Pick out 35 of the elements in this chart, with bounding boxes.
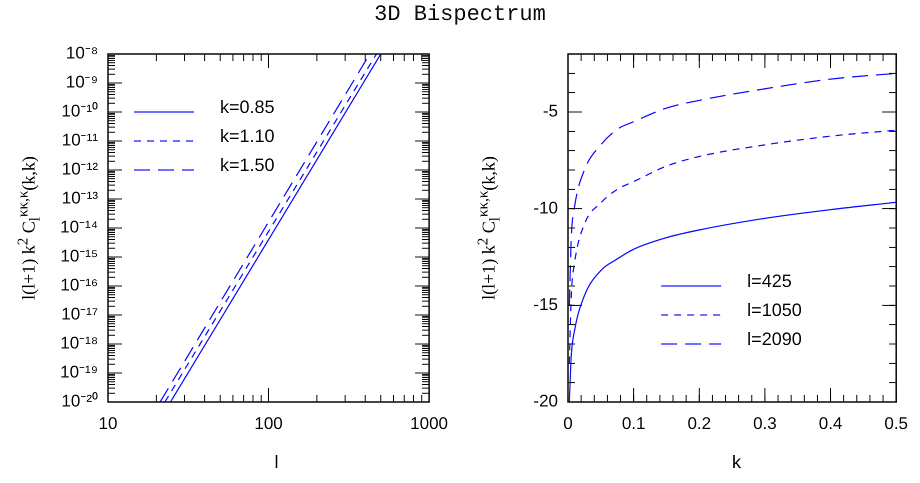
legend-label: k=1.50 xyxy=(220,154,275,175)
x-tick-label: 100 xyxy=(254,414,283,433)
legend-label: l=425 xyxy=(747,270,792,291)
y-tick-label: 10⁻²⁰ xyxy=(61,392,98,411)
y-tick-label: -15 xyxy=(533,295,558,314)
x-tick-label: 0 xyxy=(563,414,573,433)
y-tick-label: -10 xyxy=(533,198,558,218)
y-tick-label: 10⁻¹⁴ xyxy=(60,218,98,237)
x-tick-label: 0.1 xyxy=(622,414,646,433)
x-tick-label: 0.2 xyxy=(687,414,712,433)
y-tick-label: 10⁻¹⁵ xyxy=(60,246,98,266)
x-tick-label: 0.4 xyxy=(818,414,842,433)
x-tick-label: 1000 xyxy=(410,414,448,433)
y-tick-label: -20 xyxy=(533,392,558,411)
y-tick-label: 10⁻¹⁰ xyxy=(61,102,98,121)
x-axis-title: k xyxy=(731,452,742,473)
y-tick-label: 10⁻⁸ xyxy=(66,44,98,63)
y-tick-label: 10⁻⁹ xyxy=(66,72,98,92)
legend-label: k=0.85 xyxy=(220,96,275,117)
y-tick-label: 10⁻¹⁸ xyxy=(60,334,98,353)
y-tick-label: -5 xyxy=(542,102,558,121)
y-tick-label: 10⁻¹³ xyxy=(62,188,98,208)
x-axis-title: l xyxy=(274,452,280,473)
x-tick-label: 10 xyxy=(98,414,118,433)
y-tick-label: 10⁻¹⁷ xyxy=(61,304,98,324)
legend-label: l=2090 xyxy=(747,328,802,349)
x-tick-label: 0.3 xyxy=(753,414,777,433)
y-tick-label: 10⁻¹⁹ xyxy=(60,362,98,382)
x-tick-label: 0.5 xyxy=(884,414,908,433)
legend-label: k=1.10 xyxy=(220,126,275,146)
y-tick-label: 10⁻¹² xyxy=(62,160,98,179)
chart-title: 3D Bispectrum xyxy=(373,2,547,27)
y-tick-label: 10⁻¹⁶ xyxy=(60,276,98,295)
legend-label: l=1050 xyxy=(747,300,802,320)
y-tick-label: 10⁻¹¹ xyxy=(62,130,98,150)
